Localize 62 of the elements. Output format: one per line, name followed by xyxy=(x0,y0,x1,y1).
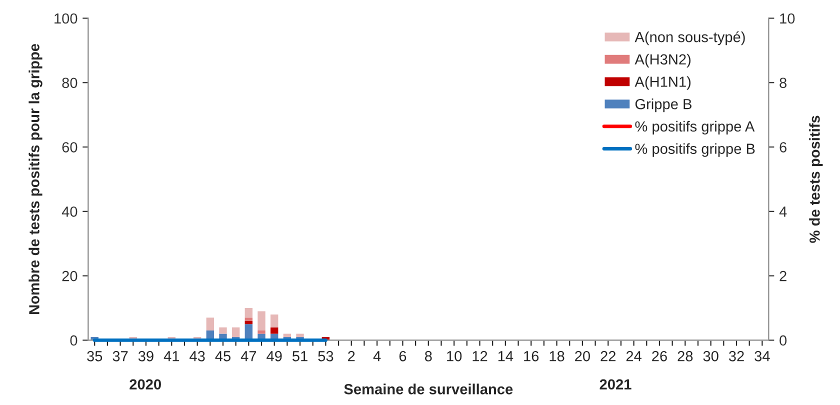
y2-tick-label: 4 xyxy=(779,206,787,217)
x-tick-label: 47 xyxy=(240,351,256,362)
y-tick-label: 100 xyxy=(54,13,78,24)
x-tick-label: 41 xyxy=(164,351,180,362)
bar xyxy=(270,314,278,328)
x-tick-label: 53 xyxy=(318,351,334,362)
bar xyxy=(232,327,240,337)
x-tick-label: 51 xyxy=(292,351,308,362)
y2-tick-label: 0 xyxy=(780,335,787,346)
bar xyxy=(244,318,253,321)
x-tick-label: 12 xyxy=(472,351,488,362)
legend-label: % positifs grippe A xyxy=(635,120,755,134)
bar xyxy=(244,320,253,324)
x-tick-label: 37 xyxy=(112,351,128,362)
x-axis-title: Semaine de surveillance xyxy=(344,384,513,394)
legend-label: % positifs grippe B xyxy=(635,143,755,157)
y-tick-label: 0 xyxy=(70,335,78,346)
x-tick-label: 22 xyxy=(600,351,616,362)
bar xyxy=(270,327,278,334)
y-tick-label: 40 xyxy=(62,206,78,217)
x-tick-label: 4 xyxy=(373,351,381,362)
text: 2021 xyxy=(600,379,632,390)
bar xyxy=(219,327,227,334)
bar xyxy=(258,330,266,334)
y2-tick-label: 10 xyxy=(780,13,795,24)
y-tick-label: 60 xyxy=(62,142,78,152)
text: 2020 xyxy=(130,379,161,390)
x-tick-label: 14 xyxy=(498,351,514,362)
y2-axis-title: % de tests positifs xyxy=(809,116,823,243)
x-tick-label: 16 xyxy=(524,351,539,362)
x-tick-label: 26 xyxy=(652,351,667,362)
legend-label: A(H3N2) xyxy=(634,54,691,68)
y-tick-label: 80 xyxy=(62,78,78,88)
x-tick-label: 34 xyxy=(754,351,770,362)
x-tick-label: 45 xyxy=(215,351,230,362)
x-tick-label: 18 xyxy=(550,351,564,362)
x-tick-label: 6 xyxy=(399,351,406,362)
legend-label: Grippe B xyxy=(635,98,692,112)
y2-tick-label: 8 xyxy=(780,78,786,88)
x-tick-label: 24 xyxy=(626,351,642,362)
bar xyxy=(283,334,292,337)
x-tick-label: 8 xyxy=(424,351,432,362)
x-tick-label: 2 xyxy=(348,351,355,362)
legend-label: A(H1N1) xyxy=(634,76,691,90)
x-tick-label: 30 xyxy=(703,351,718,362)
bar xyxy=(258,311,266,331)
bar xyxy=(244,308,253,318)
y2-tick-label: 2 xyxy=(780,270,786,282)
x-tick-label: 10 xyxy=(447,351,462,362)
y-tick-label: 20 xyxy=(62,270,78,282)
x-tick-label: 49 xyxy=(266,351,282,362)
bar xyxy=(206,318,214,331)
x-tick-label: 28 xyxy=(678,351,693,362)
x-tick-label: 43 xyxy=(190,351,205,362)
x-tick-label: 35 xyxy=(87,351,102,362)
legend-label: A(non sous-typé) xyxy=(634,31,745,46)
bar xyxy=(296,334,304,337)
y-axis-title: Nombre de tests positifs pour la grippe xyxy=(28,44,42,314)
y2-tick-label: 6 xyxy=(780,142,786,152)
x-tick-label: 20 xyxy=(575,351,590,362)
x-tick-label: 39 xyxy=(138,351,154,362)
x-tick-label: 32 xyxy=(728,351,744,362)
